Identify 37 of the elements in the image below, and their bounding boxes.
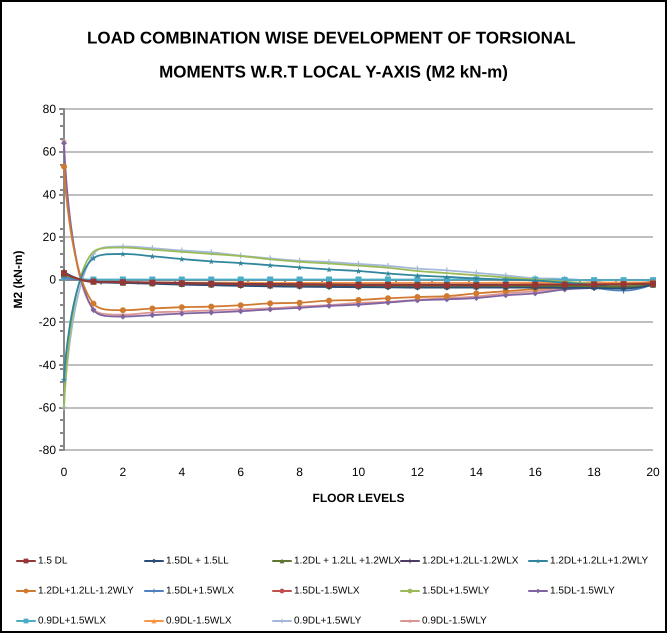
legend-label: 1.5DL-1.5WLX — [294, 586, 360, 596]
legend-label: 0.9DL+1.5WLX — [38, 616, 106, 626]
y-tick-label: -60 — [38, 400, 56, 414]
x-tick-label: 16 — [528, 465, 542, 479]
legend-label: 1.2DL+1.2LL+1.2WLY — [550, 556, 649, 566]
x-tick-label: 18 — [587, 465, 602, 479]
legend-label: 1.5DL + 1.5LL — [166, 556, 230, 566]
x-tick-label: 12 — [410, 465, 424, 479]
chart-title: LOAD COMBINATION WISE DEVELOPMENT OF TORSIONAL MOMENTS W.R.T LOCAL Y-AXIS (M2 kN-m) — [86, 28, 580, 82]
legend-label: 1.5DL-1.5WLY — [550, 586, 616, 596]
x-tick-label: 2 — [120, 465, 127, 479]
y-tick-label: 60 — [42, 144, 56, 159]
x-tick-label: 20 — [646, 465, 660, 479]
legend-label: 1.2DL + 1.2LL +1.2WLX — [294, 556, 401, 566]
legend-label: 1.2DL+1.2LL-1.2WLY — [38, 586, 134, 596]
y-tick-label: 40 — [42, 187, 56, 202]
x-tick-label: 6 — [237, 465, 244, 479]
y-tick-label: 0 — [49, 272, 56, 286]
y-tick-label: 80 — [42, 102, 56, 116]
x-tick-label: 10 — [352, 465, 366, 479]
legend-label: 1.5DL+1.5WLX — [166, 586, 234, 596]
y-axis-title: M2 (kN-m) — [11, 250, 25, 309]
legend-label: 0.9DL-1.5WLY — [422, 616, 488, 626]
x-tick-label: 0 — [60, 465, 68, 479]
legend-label: 1.5DL+1.5WLY — [422, 586, 490, 596]
y-tick-label: -40 — [38, 358, 56, 372]
legend-label: 0.9DL-1.5WLX — [166, 616, 232, 626]
y-tick-label: 20 — [42, 230, 56, 244]
x-axis-title: FLOOR LEVELS — [312, 491, 405, 505]
legend-label: 0.9DL+1.5WLY — [294, 616, 362, 626]
x-tick-label: 4 — [178, 465, 186, 479]
x-tick-label: 14 — [470, 465, 484, 479]
x-tick-label: 8 — [296, 465, 304, 479]
legend-label: 1.2DL+1.2LL-1.2WLX — [422, 556, 519, 566]
legend-label: 1.5 DL — [38, 556, 68, 566]
y-tick-label: -20 — [38, 315, 56, 330]
y-tick-label: -80 — [38, 443, 56, 457]
